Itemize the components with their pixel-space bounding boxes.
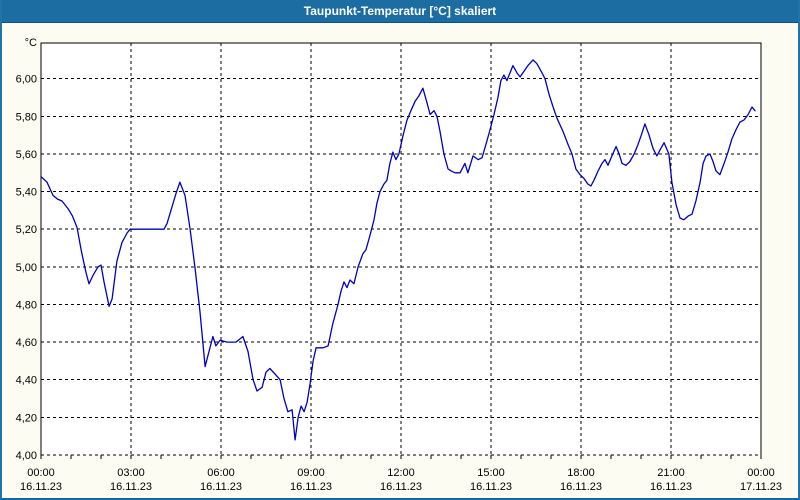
x-tick-date-label: 16.11.23 <box>110 481 152 493</box>
x-tick-time-label: 18:00 <box>567 467 595 479</box>
dewpoint-line <box>40 59 756 441</box>
x-tick-date-label: 16.11.23 <box>200 481 242 493</box>
x-tick-time-label: 06:00 <box>207 467 235 479</box>
y-tick-label: 4,80 <box>16 299 37 311</box>
x-tick-time-label: 00:00 <box>27 467 55 479</box>
x-tick-time-label: 21:00 <box>657 467 685 479</box>
gridlines <box>41 43 761 456</box>
y-tick-label: 4,40 <box>16 375 37 387</box>
chart-title: Taupunkt-Temperatur [°C] skaliert <box>303 4 497 18</box>
x-tick-date-label: 16.11.23 <box>20 481 62 493</box>
x-tick-date-label: 16.11.23 <box>560 481 602 493</box>
y-tick-label: 5,80 <box>16 111 37 123</box>
x-tick-labels: 00:00 16.11.23 03:00 16.11.23 06:00 16.11.23 0… <box>20 467 782 493</box>
x-tick-time-label: 00:00 <box>747 467 775 479</box>
y-tick-label: 5,40 <box>16 187 37 199</box>
y-tick-label: 6,00 <box>16 74 37 86</box>
y-tick-label: 4,60 <box>16 337 37 349</box>
chart-title-bar: Taupunkt-Temperatur [°C] skaliert <box>2 0 798 23</box>
y-tick-label: 4,00 <box>16 450 37 462</box>
chart-area: 4,00 4,20 4,40 4,60 4,80 5,00 5,20 5,40 5,60 5,80… <box>2 23 798 498</box>
dewpoint-chart-canvas: 4,00 4,20 4,40 4,60 4,80 5,00 5,20 5,40 5,60 5,80… <box>16 37 782 493</box>
x-tick-date-label: 16.11.23 <box>650 481 692 493</box>
x-tick-date-label: 17.11.23 <box>740 481 782 493</box>
x-tick-date-label: 16.11.23 <box>380 481 422 493</box>
x-tick-time-label: 12:00 <box>387 467 415 479</box>
x-tick-time-label: 09:00 <box>297 467 325 479</box>
y-axis-unit-label: °C <box>25 37 37 49</box>
y-tick-label: 5,20 <box>16 224 37 236</box>
x-tick-date-label: 16.11.23 <box>290 481 332 493</box>
plot-frame <box>40 42 762 455</box>
y-tick-label: 4,20 <box>16 412 37 424</box>
x-tick-time-label: 15:00 <box>477 467 505 479</box>
y-tick-label: 5,60 <box>16 149 37 161</box>
y-tick-labels: 4,00 4,20 4,40 4,60 4,80 5,00 5,20 5,40 5,60 5,80… <box>16 74 37 462</box>
x-minor-ticks <box>40 455 762 459</box>
x-tick-date-label: 16.11.23 <box>470 481 512 493</box>
y-tick-label: 5,00 <box>16 262 37 274</box>
x-tick-time-label: 03:00 <box>117 467 145 479</box>
